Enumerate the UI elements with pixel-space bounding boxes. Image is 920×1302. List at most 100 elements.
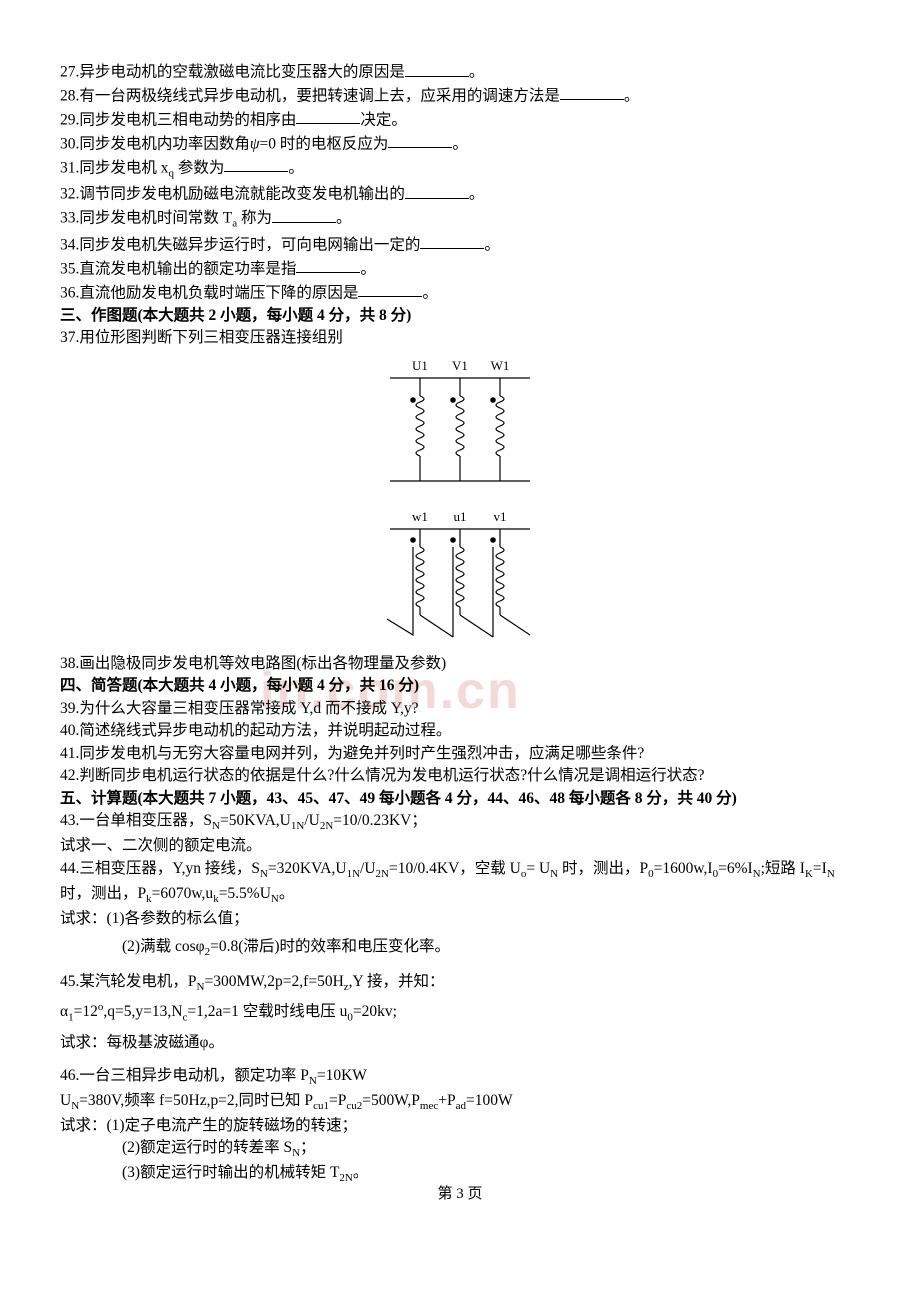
q44-l1s8: N — [753, 868, 761, 880]
q46-l5s1: 2N — [339, 1172, 352, 1184]
q36-blank — [358, 281, 422, 298]
q27: 27.异步电动机的空载激磁电流比变压器大的原因是。 — [60, 60, 860, 84]
section-3-heading: 三、作图题(本大题共 2 小题，每小题 4 分，共 8 分) — [60, 305, 860, 327]
q35-post: 。 — [360, 260, 376, 277]
q43-s1: N — [212, 820, 220, 832]
q43-t1b: =50KVA,U — [220, 812, 291, 829]
q46-line2: UN=380V,频率 f=50Hz,p=2,同时已知 Pcu1=Pcu2=500… — [60, 1090, 860, 1115]
q31-pre: 31.同步发电机 x — [60, 159, 169, 176]
q34-post: 。 — [484, 236, 500, 253]
q31-pre2: 参数为 — [174, 159, 224, 176]
q45-l2d: =1,2a=1 空载时线电压 u — [187, 1003, 347, 1020]
q44-l1s1: N — [260, 868, 268, 880]
q32-post: 。 — [469, 186, 485, 203]
q27-blank — [405, 60, 469, 77]
q43-s3: 2N — [320, 820, 333, 832]
q33-blank — [272, 206, 336, 223]
q45-line3: 试求：每极基波磁通φ。 — [60, 1032, 860, 1054]
q44-l2c: =5.5%U — [219, 885, 271, 902]
q44-line4: (2)满载 cosφ2=0.8(滞后)时的效率和电压变化率。 — [60, 936, 860, 961]
label-w1: w1 — [412, 509, 428, 524]
transformer-secondary-diagram: w1 u1 v1 — [60, 507, 860, 647]
q32-pre: 32.调节同步发电机励磁电流就能改变发电机输出的 — [60, 186, 405, 203]
section-4-heading: 四、简答题(本大题共 4 小题，每小题 4 分，共 16 分) — [60, 675, 860, 697]
q46-l2s5: ad — [456, 1100, 466, 1112]
q46-line3: 试求：(1)定子电流产生的旋转磁场的转速； — [60, 1115, 860, 1137]
q46-l2b: =380V,频率 f=50Hz,p=2,同时已知 P — [79, 1092, 313, 1109]
label-W1: W1 — [491, 358, 510, 373]
q30-pre2: =0 时的电枢反应为 — [260, 135, 389, 152]
q46-l2s2: cu1 — [313, 1100, 329, 1112]
q46-l2d: =500W,P — [362, 1092, 420, 1109]
q45-l2c: ,q=5,y=13,N — [103, 1003, 182, 1020]
q46-l2f: =100W — [466, 1092, 513, 1109]
q30-pre1: 30.同步发电机内功率因数角 — [60, 135, 250, 152]
q46-l4s1: N — [292, 1147, 300, 1159]
q29-blank — [296, 108, 360, 125]
q31-post: 。 — [288, 159, 304, 176]
q30-psi: ψ — [250, 135, 260, 152]
q31-blank — [224, 156, 288, 173]
q45-l2e: =20kv; — [353, 1003, 397, 1020]
q45-l1a: 45.某汽轮发电机，P — [60, 973, 197, 990]
q36-post: 。 — [422, 284, 438, 301]
q46-l1b: =10KW — [317, 1067, 367, 1084]
q33: 33.同步发电机时间常数 Ta 称为。 — [60, 206, 860, 233]
q44-l2b: =6070w,u — [152, 885, 214, 902]
secondary-svg: w1 u1 v1 — [375, 507, 545, 647]
q44-l1f: 时，测出，P — [558, 860, 648, 877]
q44-l1j: =I — [813, 860, 827, 877]
q32: 32.调节同步发电机励磁电流就能改变发电机输出的 。 — [60, 182, 860, 206]
q33-post: 。 — [336, 210, 352, 227]
q45-l1c: ,Y 接，并知： — [349, 973, 445, 990]
q43-t1a: 43.一台单相变压器，S — [60, 812, 212, 829]
q33-pre2: 称为 — [237, 210, 272, 227]
q29: 29.同步发电机三相电动势的相序由决定。 — [60, 108, 860, 132]
q44-l4a: (2)满载 cos — [122, 938, 196, 955]
q46-l5b: 。 — [353, 1164, 369, 1181]
q46-l5a: (3)额定运行时输出的机械转矩 T — [122, 1164, 339, 1181]
q44-l1s10: N — [827, 868, 835, 880]
label-U1: U1 — [412, 358, 428, 373]
q44-l1s2: 1N — [347, 868, 360, 880]
q44-l1a: 44.三相变压器，Y,yn 接线，S — [60, 860, 260, 877]
q42: 42.判断同步电机运行状态的依据是什么?什么情况为发电机运行状态?什么情况是调相… — [60, 765, 860, 787]
q28-post: 。 — [624, 87, 640, 104]
section-5-heading: 五、计算题(本大题共 7 小题，43、45、47、49 每小题各 4 分，44、… — [60, 788, 860, 810]
q43-line1: 43.一台单相变压器，SN=50KVA,U1N/U2N=10/0.23KV； — [60, 810, 860, 835]
q28: 28.有一台两极绕线式异步电动机，要把转速调上去，应采用的调速方法是 。 — [60, 84, 860, 108]
q28-blank — [560, 84, 624, 101]
q45-l3b: 。 — [208, 1034, 224, 1051]
q44-l1e: = U — [526, 860, 550, 877]
q36-pre: 36.直流他励发电机负载时端压下降的原因是 — [60, 284, 358, 301]
q45-l2b: =12 — [74, 1003, 98, 1020]
q44-l2a: 时，测出，P — [60, 885, 146, 902]
q28-pre: 28.有一台两极绕线式异步电动机，要把转速调上去，应采用的调速方法是 — [60, 87, 560, 104]
q44-line1: 44.三相变压器，Y,yn 接线，SN=320KVA,U1N/U2N=10/0.… — [60, 858, 860, 883]
q46-l2e: +P — [438, 1092, 455, 1109]
q44-l4phi: φ — [196, 938, 205, 955]
q45-l1b: =300MW,2p=2,f=50H — [204, 973, 343, 990]
q46-line1: 46.一台三相异步电动机，额定功率 PN=10KW — [60, 1065, 860, 1090]
q40: 40.简述绕线式异步电动机的起动方法，并说明起动过程。 — [60, 720, 860, 742]
q46-l2s3: cu2 — [346, 1100, 362, 1112]
transformer-primary-diagram: U1 V1 W1 — [60, 356, 860, 501]
q44-l1c: /U — [360, 860, 376, 877]
q41: 41.同步发电机与无穷大容量电网并列，为避免并列时产生强烈冲击，应满足哪些条件? — [60, 743, 860, 765]
q44-l1d: =10/0.4KV，空载 U — [389, 860, 521, 877]
q30: 30.同步发电机内功率因数角ψ=0 时的电枢反应为。 — [60, 132, 860, 156]
q46-l4b: ； — [300, 1139, 316, 1156]
q34: 34.同步发电机失磁异步运行时，可向电网输出一定的。 — [60, 233, 860, 257]
label-v1: v1 — [494, 509, 507, 524]
q31: 31.同步发电机 xq 参数为。 — [60, 156, 860, 183]
q46-line5: (3)额定运行时输出的机械转矩 T2N。 — [60, 1162, 860, 1187]
q35: 35.直流发电机输出的额定功率是指。 — [60, 257, 860, 281]
q44-l1s3: 2N — [376, 868, 389, 880]
q45-l3a: 试求：每极基波磁通 — [60, 1034, 200, 1051]
q37: 37.用位形图判断下列三相变压器连接组别 — [60, 327, 860, 349]
q44-l1i: ;短路 I — [761, 860, 805, 877]
q27-post: 。 — [469, 64, 485, 81]
q46-l1a: 46.一台三相异步电动机，额定功率 P — [60, 1067, 309, 1084]
page-content: 27.异步电动机的空载激磁电流比变压器大的原因是。 28.有一台两极绕线式异步电… — [60, 60, 860, 1187]
q43-t1c: /U — [304, 812, 320, 829]
